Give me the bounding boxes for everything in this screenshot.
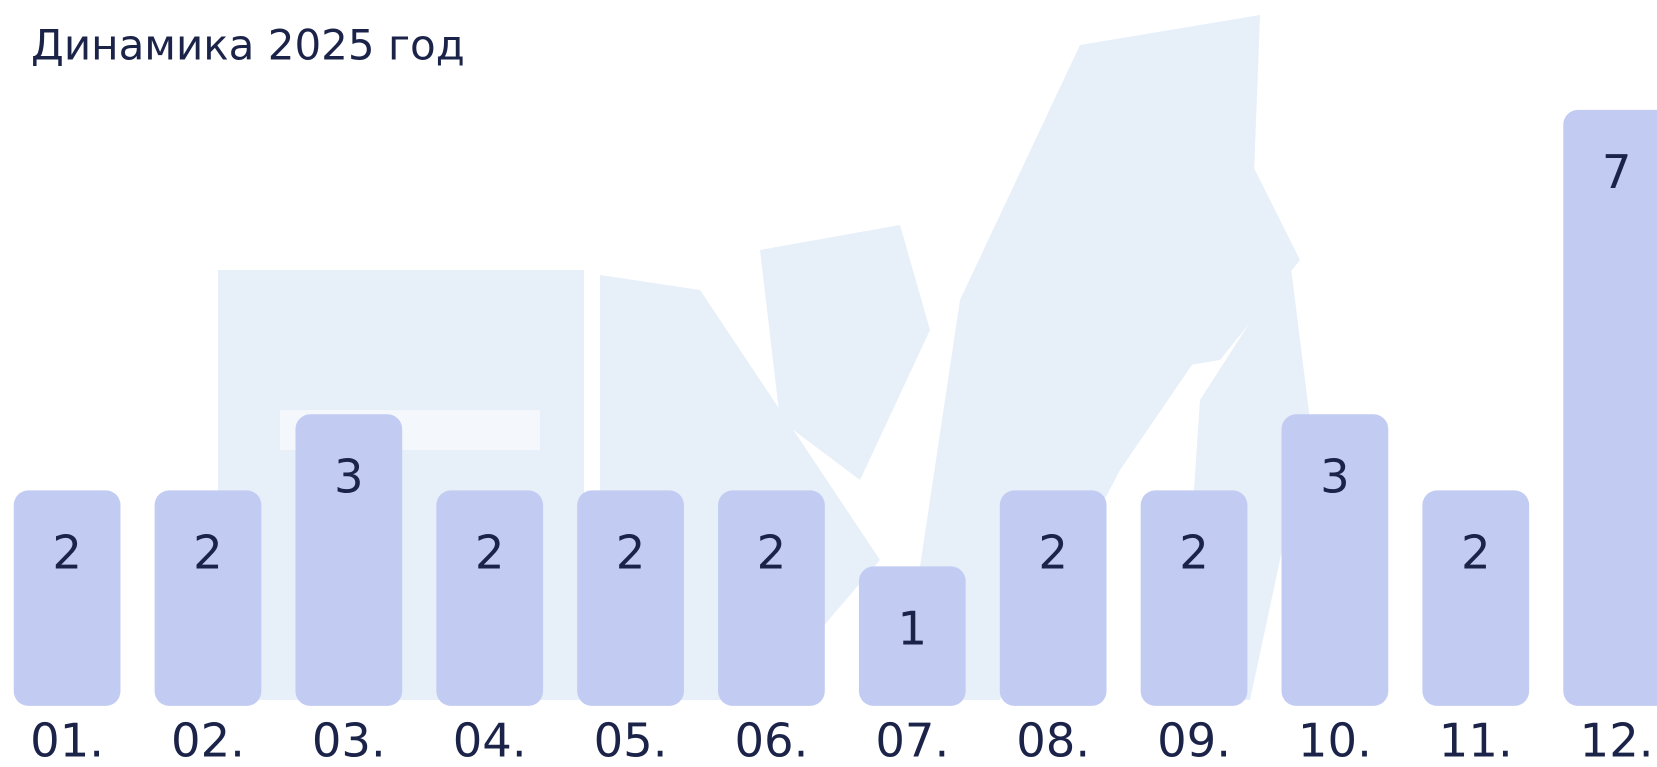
- page: Динамика 2025 год 2 01. 2 02. 3 03. 2 04. 2 05. 2 0…: [0, 0, 1657, 767]
- bar-value-label: 2: [757, 525, 787, 579]
- x-tick-label: 03.: [312, 713, 386, 767]
- bar: [577, 490, 684, 706]
- x-tick-label: 07.: [875, 713, 949, 767]
- x-tick-label: 04.: [453, 713, 527, 767]
- bar-value-label: 2: [193, 525, 223, 579]
- x-tick-label: 02.: [171, 713, 245, 767]
- bar: [1563, 110, 1657, 706]
- x-tick-label: 06.: [734, 713, 808, 767]
- x-tick-label: 05.: [594, 713, 668, 767]
- bar: [1422, 490, 1529, 706]
- bar: [14, 490, 121, 706]
- bar: [155, 490, 262, 706]
- x-tick-label: 01.: [30, 713, 104, 767]
- bar-value-label: 2: [1038, 525, 1068, 579]
- bar-value-label: 2: [1461, 525, 1491, 579]
- bar-value-label: 3: [1320, 449, 1350, 503]
- x-tick-label: 08.: [1016, 713, 1090, 767]
- bar: [436, 490, 543, 706]
- x-tick-label: 10.: [1298, 713, 1372, 767]
- bar-value-label: 2: [616, 525, 646, 579]
- bar-value-label: 3: [334, 449, 364, 503]
- bar-value-label: 2: [52, 525, 82, 579]
- bar: [1141, 490, 1248, 706]
- bar-value-label: 1: [898, 601, 928, 655]
- bar-value-label: 2: [475, 525, 505, 579]
- chart-title: Динамика 2025 год: [31, 21, 465, 70]
- bar-value-label: 2: [1179, 525, 1209, 579]
- bar: [718, 490, 825, 706]
- x-tick-label: 11.: [1439, 713, 1513, 767]
- chart: Динамика 2025 год 2 01. 2 02. 3 03. 2 04. 2 05. 2 0…: [0, 0, 1657, 767]
- bar-value-label: 7: [1602, 145, 1632, 199]
- x-tick-label: 09.: [1157, 713, 1231, 767]
- bar: [1000, 490, 1107, 706]
- x-tick-label: 12.: [1580, 713, 1654, 767]
